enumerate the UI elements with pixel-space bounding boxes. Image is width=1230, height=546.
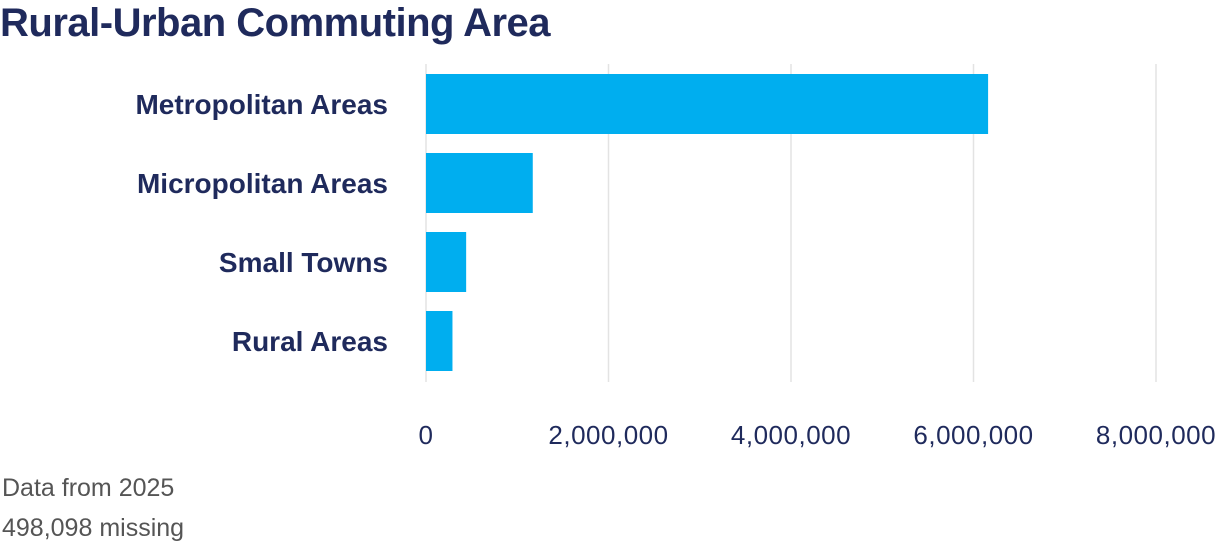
bar-layer (426, 74, 989, 371)
footnote-year: Data from 2025 (2, 474, 175, 502)
category-label: Small Towns (219, 247, 388, 278)
x-tick-label: 6,000,000 (913, 420, 1033, 450)
category-label: Metropolitan Areas (135, 89, 388, 120)
category-labels: Metropolitan Areas Micropolitan Areas Smal… (135, 89, 388, 357)
bar (426, 74, 989, 134)
bar (426, 153, 533, 213)
category-label: Rural Areas (232, 326, 388, 357)
x-tick-label: 0 (419, 420, 434, 450)
x-axis-tick-labels: 0 2,000,000 4,000,000 6,000,000 8,000,000 (419, 420, 1216, 450)
x-tick-label: 8,000,000 (1096, 420, 1216, 450)
category-label: Micropolitan Areas (137, 168, 388, 199)
x-tick-label: 2,000,000 (548, 420, 668, 450)
bar (426, 232, 467, 292)
chart-title: Rural-Urban Commuting Area (0, 1, 551, 45)
x-tick-label: 4,000,000 (731, 420, 851, 450)
footnote-missing: 498,098 missing (2, 514, 185, 542)
bar (426, 311, 453, 371)
